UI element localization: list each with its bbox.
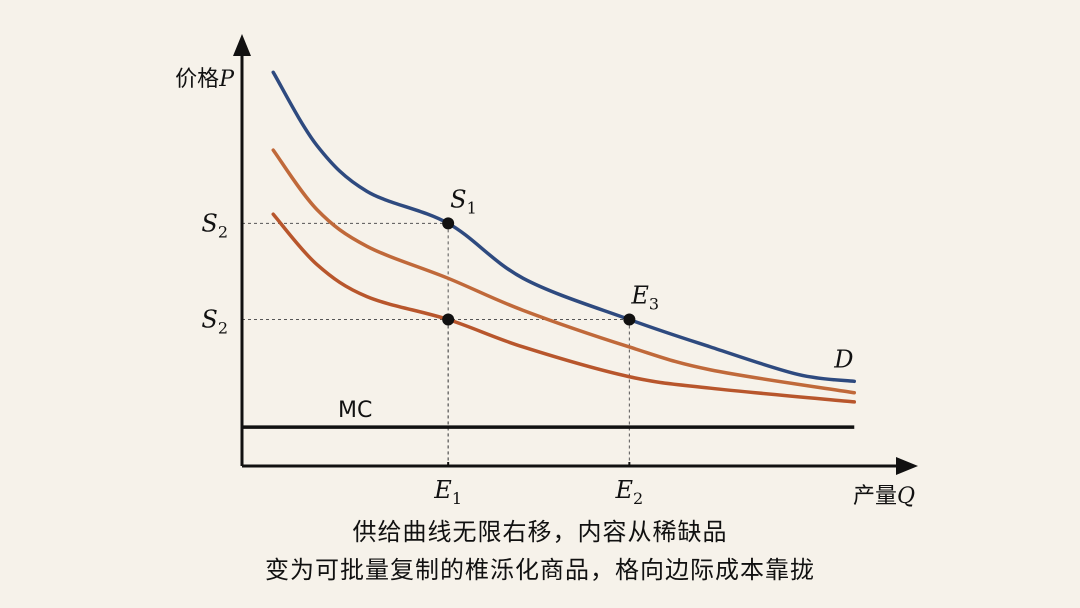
point-1 [442,217,455,230]
series-label-1: D [833,345,853,373]
series-line-2 [271,148,857,395]
series-group [271,70,857,404]
point-2 [442,313,455,326]
y-axis-label: 价格P [175,67,235,92]
y-tick-label-2: S2 [201,306,228,338]
y-tick-label-1: S2 [201,209,228,241]
point-3 [623,313,636,326]
axes-group [233,34,918,475]
mc-label: MC [338,398,372,423]
x-tick-label-1: E1 [433,476,462,508]
points-group [442,217,636,326]
caption-line-1: 供给曲线无限右移，内容从稀缺品 [352,518,728,546]
y-axis-arrow [233,34,251,56]
x-axis-label: 产量Q [853,484,915,509]
series-line-1 [271,70,857,384]
x-tick-label-2: E2 [614,476,643,508]
guide-lines [242,222,630,466]
point-label-1: S1 [450,185,477,217]
caption-line-2: 变为可批量复制的椎泺化商品，格向边际成本靠拢 [265,556,815,584]
point-label-3: E3 [630,282,659,314]
labels-group: 价格P 产量Q S2 S2 E1 E2 D MC S1 E3 [175,67,915,509]
x-axis-arrow [896,457,918,475]
series-line-3 [271,212,857,404]
